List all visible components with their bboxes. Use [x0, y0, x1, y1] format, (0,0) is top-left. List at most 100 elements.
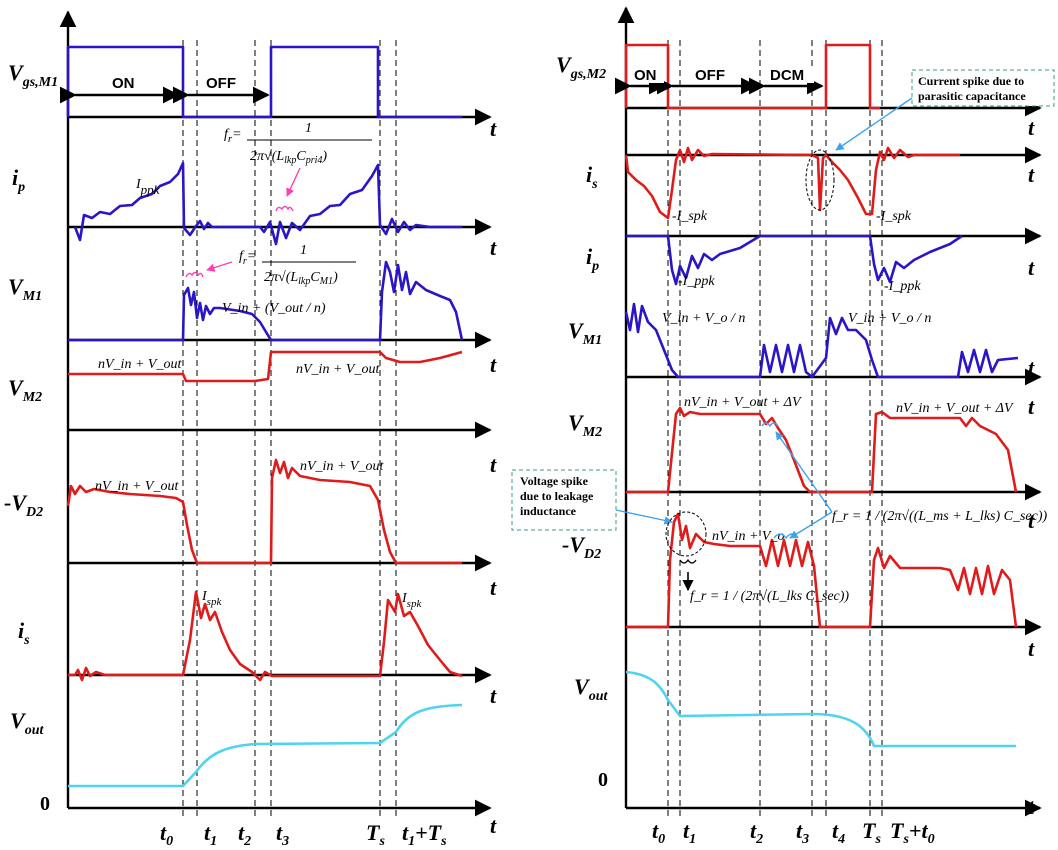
svg-text:t3: t3	[276, 820, 289, 849]
svg-text:t: t	[1028, 355, 1035, 380]
vm2-right-level-b: nV_in + V_out + ΔV	[896, 401, 1014, 416]
svg-text:t: t	[490, 452, 497, 477]
row-label-vm1-right: VM1	[568, 318, 602, 348]
svg-text:t: t	[490, 235, 497, 260]
right-row-labels: Vgs,M2 is ip VM1 VM2 -VD2 Vout 0	[556, 52, 608, 791]
left-phase-arrows: ON OFF	[59, 73, 270, 104]
svg-text:Ts: Ts	[862, 818, 881, 847]
vm2-waveform	[68, 350, 463, 383]
phase-on: ON	[112, 75, 135, 92]
current-spike-marker	[805, 149, 835, 211]
row-label-vout: Vout	[10, 708, 44, 738]
svg-text:t: t	[490, 352, 497, 377]
ispk-neg-label-a: -I_spk	[672, 209, 708, 224]
row-label-vd2-right: -VD2	[562, 532, 601, 562]
vd2-right-level: nV_in + V_o	[712, 529, 784, 544]
row-label-vgs-m1: Vgs,M1	[8, 60, 58, 90]
phase-dcm: DCM	[770, 67, 804, 84]
row-label-vd2: -VD2	[4, 490, 43, 520]
vm1-right-waveform	[624, 302, 1019, 379]
left-t-axis-labels: t t t t t t t	[490, 116, 497, 838]
svg-text:inductance: inductance	[520, 504, 577, 518]
svg-text:t: t	[1028, 115, 1035, 140]
svg-text:t4: t4	[832, 818, 845, 847]
svg-text:t: t	[1028, 636, 1035, 661]
left-time-labels: t0 t1 t2 t3 Ts t1+Ts	[160, 820, 447, 849]
ispk-neg-label-b: -I_spk	[876, 209, 912, 224]
right-panel: t t t t t t t t Vgs,M2 is ip VM1 VM2 -VD…	[511, 6, 1055, 847]
svg-text:Ts: Ts	[366, 820, 385, 849]
svg-text:Current spike due to: Current spike due to	[918, 74, 1024, 88]
ippk-neg-label-b: -I_ppk	[884, 279, 921, 294]
svg-text:fr=: fr=	[239, 249, 256, 267]
zero-label-right: 0	[598, 769, 608, 791]
row-label-ip: ip	[12, 165, 25, 195]
svg-text:t1: t1	[683, 818, 696, 847]
svg-text:2π√(LlkpCpri4): 2π√(LlkpCpri4)	[250, 149, 327, 166]
svg-text:t: t	[1028, 508, 1035, 533]
row-label-is-right: is	[586, 162, 598, 192]
svg-text:t: t	[490, 813, 497, 838]
svg-text:f_r = 1 / (2π√(L_lks C_sec)): f_r = 1 / (2π√(L_lks C_sec))	[690, 589, 849, 604]
vd2-level-label-b: nV_in + V_out	[300, 459, 384, 474]
ippk-label: Ippk	[135, 177, 160, 197]
phase-on-right: ON	[634, 67, 657, 84]
vm1-right-level-b: V_in + V_o / n	[848, 311, 931, 326]
svg-text:Ts+t0: Ts+t0	[890, 818, 935, 847]
row-label-is: is	[18, 618, 30, 648]
right-t-axis-labels: t t t t t t t t	[1028, 115, 1035, 819]
vm2-level-label-b: nV_in + V_out	[296, 362, 380, 377]
ippk-neg-label-a: -I_ppk	[678, 274, 715, 289]
vout-right-waveform	[625, 670, 1016, 748]
row-label-vm2-right: VM2	[568, 410, 602, 440]
fr-lks-formula: f_r = 1 / (2π√(L_lks C_sec))	[679, 558, 849, 604]
svg-text:due to leakage: due to leakage	[520, 489, 594, 503]
left-row-labels: Vgs,M1 ip VM1 VM2 -VD2 is Vout 0	[4, 60, 58, 815]
svg-text:t: t	[490, 575, 497, 600]
svg-text:1: 1	[305, 121, 312, 136]
svg-text:Voltage spike: Voltage spike	[520, 474, 589, 488]
svg-text:t3: t3	[796, 818, 809, 847]
right-time-labels: t0 t1 t2 t3 t4 Ts Ts+t0	[652, 818, 935, 847]
svg-text:t: t	[490, 116, 497, 141]
ip-right-waveform	[626, 234, 963, 286]
zero-label: 0	[40, 793, 50, 815]
left-baselines	[68, 108, 492, 817]
voltage-spike-marker	[665, 511, 707, 557]
vgs-m1-waveform	[66, 45, 462, 119]
vd2-waveform	[66, 458, 462, 565]
is-right-waveform	[624, 146, 960, 220]
vm2-level-label-a: nV_in + V_out	[98, 357, 182, 372]
svg-text:t2: t2	[750, 818, 763, 847]
svg-text:t0: t0	[652, 818, 665, 847]
svg-text:1: 1	[300, 243, 307, 258]
svg-text:2π√(LlkpCM1): 2π√(LlkpCM1)	[264, 270, 338, 287]
ip-waveform	[73, 161, 462, 246]
row-label-vm1: VM1	[8, 274, 42, 304]
row-label-ip-right: ip	[586, 244, 599, 274]
svg-text:fr=: fr=	[224, 127, 242, 145]
phase-off: OFF	[206, 75, 236, 92]
vd2-right-waveform	[626, 512, 1018, 629]
left-panel: t t t t t t t Vgs,M1 ip VM1 VM2 -VD2 is …	[4, 10, 497, 849]
vgs-m2-waveform	[624, 43, 880, 110]
voltage-spike-note: Voltage spike due to leakage inductance	[511, 469, 673, 531]
svg-text:parasitic capacitance: parasitic capacitance	[918, 89, 1026, 103]
svg-text:t2: t2	[238, 820, 251, 849]
svg-text:t: t	[1028, 394, 1035, 419]
svg-text:t1: t1	[204, 820, 217, 849]
vm2-right-waveform	[626, 406, 1018, 494]
vm1-waveform	[68, 260, 464, 342]
row-label-vgs-m2: Vgs,M2	[556, 52, 606, 82]
svg-text:t: t	[1028, 255, 1035, 280]
fr-sec-formula: f_r = 1 / (2π√((L_ms + L_lks) C_sec))	[761, 422, 1048, 540]
vm1-level-label: V_in + (V_out / n)	[222, 301, 326, 316]
svg-text:t1+Ts: t1+Ts	[402, 820, 447, 849]
is-waveform	[68, 590, 463, 682]
vm1-right-level-a: V_in + V_o / n	[662, 311, 745, 326]
svg-text:t: t	[1028, 794, 1035, 819]
vout-waveform	[68, 703, 463, 788]
right-time-markers	[667, 40, 883, 820]
svg-text:f_r = 1 / (2π√((L_ms + L_lks): f_r = 1 / (2π√((L_ms + L_lks) C_sec))	[832, 509, 1048, 524]
